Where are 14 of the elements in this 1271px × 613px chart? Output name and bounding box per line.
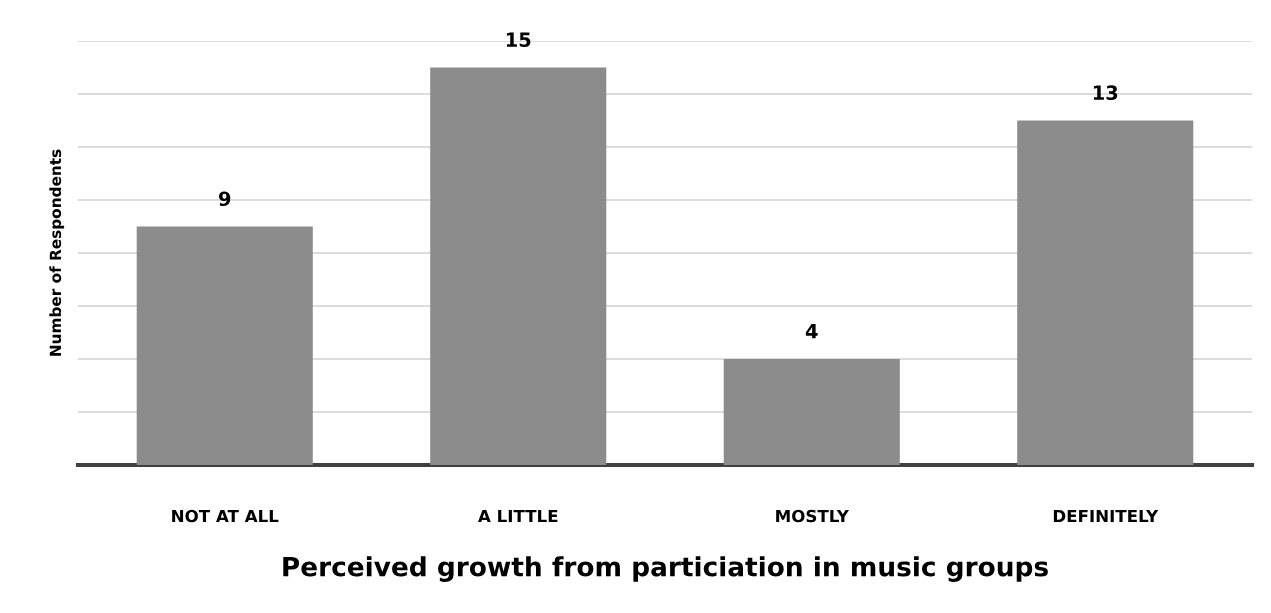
y-axis-title: Number of Respondents	[49, 149, 65, 356]
bar	[1017, 120, 1194, 465]
x-tick-label: MOSTLY	[776, 509, 850, 523]
x-axis-title: Perceived growth from particiation in music groups	[283, 556, 1048, 582]
data-label: 15	[506, 32, 531, 48]
data-label: 4	[805, 324, 818, 339]
bar	[136, 226, 313, 465]
data-label: 9	[218, 191, 231, 207]
bar	[430, 67, 607, 465]
bar	[723, 359, 900, 465]
x-tick-label: DEFINITELY	[1053, 509, 1159, 523]
x-tick-label: A LITTLE	[478, 509, 558, 523]
data-label: 13	[1093, 85, 1118, 101]
x-tick-label: NOT AT ALL	[172, 509, 279, 523]
